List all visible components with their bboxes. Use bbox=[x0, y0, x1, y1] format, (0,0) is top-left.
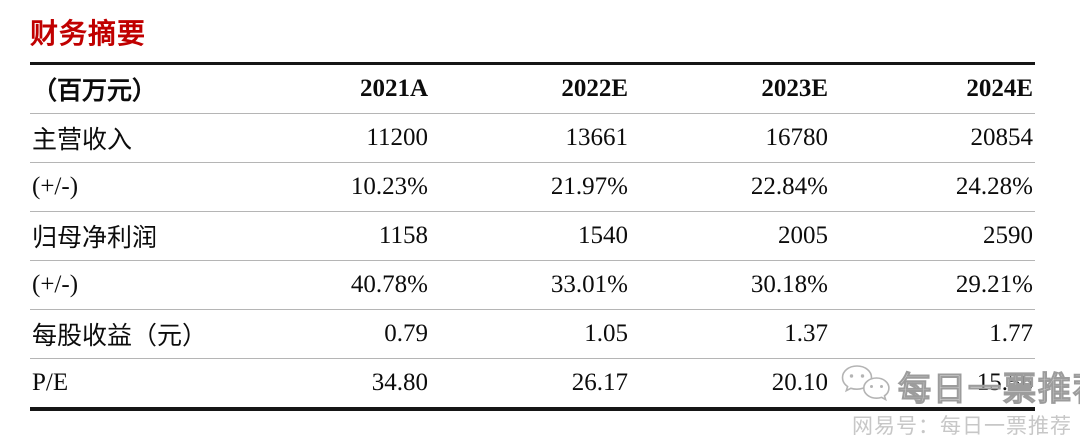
cell-value: 2005 bbox=[630, 211, 830, 261]
row-label: P/E bbox=[32, 369, 69, 396]
table-row-net-profit-growth: (+/-) 40.78% 33.01% 30.18% 29.21% bbox=[30, 260, 1035, 310]
cell-value: 1.77 bbox=[830, 309, 1035, 359]
cell-value: 11200 bbox=[230, 113, 430, 163]
row-label: (+/-) bbox=[30, 162, 230, 212]
column-header-2022e: 2022E bbox=[430, 63, 630, 114]
cell-value: 30.18% bbox=[630, 260, 830, 310]
row-label: 每股收益（元） bbox=[30, 309, 230, 359]
cell-value: 16780 bbox=[630, 113, 830, 163]
financial-summary-table: （百万元） 2021A 2022E 2023E 2024E 主营收入 11200… bbox=[30, 62, 1035, 411]
table-row-net-profit: 归母净利润 1158 1540 2005 2590 bbox=[30, 211, 1035, 261]
table-row-pe: P/E 34.80 26.17 20.10 15.56 bbox=[30, 359, 1035, 410]
row-label: (+/-) bbox=[30, 260, 230, 310]
column-header-2024e: 2024E bbox=[830, 63, 1035, 114]
cell-value: 29.21% bbox=[830, 260, 1035, 310]
cell-value: 20.10 bbox=[771, 369, 828, 396]
cell-value: 1158 bbox=[230, 211, 430, 261]
table-header-row: （百万元） 2021A 2022E 2023E 2024E bbox=[30, 63, 1035, 114]
cell-value: 1.05 bbox=[430, 309, 630, 359]
cell-value: 22.84% bbox=[630, 162, 830, 212]
cell-value: 33.01% bbox=[430, 260, 630, 310]
cell-value: 2590 bbox=[830, 211, 1035, 261]
table-row-eps: 每股收益（元） 0.79 1.05 1.37 1.77 bbox=[30, 309, 1035, 359]
unit-header-cell: （百万元） bbox=[30, 63, 230, 114]
watermark-source-line: 网易号：每日一票推荐 bbox=[852, 415, 1072, 438]
cell-value: 24.28% bbox=[830, 162, 1035, 212]
cell-value: 26.17 bbox=[571, 369, 628, 396]
table-row-revenue-growth: (+/-) 10.23% 21.97% 22.84% 24.28% bbox=[30, 162, 1035, 212]
table-row-revenue: 主营收入 11200 13661 16780 20854 bbox=[30, 113, 1035, 163]
cell-value: 21.97% bbox=[430, 162, 630, 212]
cell-value: 1540 bbox=[430, 211, 630, 261]
row-label: 归母净利润 bbox=[30, 211, 230, 261]
cell-value: 13661 bbox=[430, 113, 630, 163]
cell-value: 34.80 bbox=[371, 369, 428, 396]
column-header-2021a: 2021A bbox=[230, 63, 430, 114]
column-header-2023e: 2023E bbox=[630, 63, 830, 114]
cell-value: 10.23% bbox=[230, 162, 430, 212]
cell-value: 0.79 bbox=[230, 309, 430, 359]
cell-value: 20854 bbox=[830, 113, 1035, 163]
row-label: 主营收入 bbox=[30, 113, 230, 163]
page-title: 财务摘要 bbox=[30, 18, 147, 49]
cell-value: 40.78% bbox=[230, 260, 430, 310]
cell-value: 1.37 bbox=[630, 309, 830, 359]
cell-value: 15.56 bbox=[976, 369, 1033, 396]
